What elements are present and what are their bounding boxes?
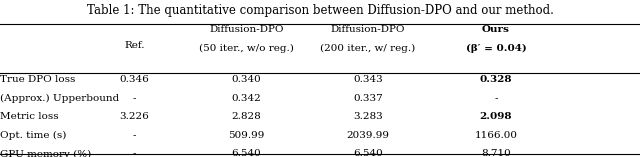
Text: Table 1: The quantitative comparison between Diffusion-DPO and our method.: Table 1: The quantitative comparison bet… [86, 4, 554, 17]
Text: (Approx.) Upperbound: (Approx.) Upperbound [0, 94, 119, 103]
Text: 8.710: 8.710 [481, 149, 511, 157]
Text: 509.99: 509.99 [228, 131, 264, 140]
Text: -: - [494, 94, 498, 103]
Text: Metric loss: Metric loss [0, 112, 59, 121]
Text: 3.283: 3.283 [353, 112, 383, 121]
Text: 6.540: 6.540 [353, 149, 383, 157]
Text: 1166.00: 1166.00 [474, 131, 518, 140]
Text: 0.343: 0.343 [353, 75, 383, 84]
Text: Diffusion-DPO: Diffusion-DPO [209, 25, 284, 34]
Text: Ours: Ours [482, 25, 510, 34]
Text: True DPO loss: True DPO loss [0, 75, 76, 84]
Text: 2039.99: 2039.99 [346, 131, 390, 140]
Text: 6.540: 6.540 [232, 149, 261, 157]
Text: (50 iter., w/o reg.): (50 iter., w/o reg.) [199, 44, 294, 53]
Text: 0.337: 0.337 [353, 94, 383, 103]
Text: -: - [132, 94, 136, 103]
Text: (β′ = 0.04): (β′ = 0.04) [466, 44, 526, 53]
Text: Opt. time (s): Opt. time (s) [0, 131, 67, 140]
Text: 0.342: 0.342 [232, 94, 261, 103]
Text: 2.098: 2.098 [480, 112, 512, 121]
Text: 0.346: 0.346 [120, 75, 149, 84]
Text: (200 iter., w/ reg.): (200 iter., w/ reg.) [321, 44, 415, 53]
Text: 3.226: 3.226 [120, 112, 149, 121]
Text: Diffusion-DPO: Diffusion-DPO [331, 25, 405, 34]
Text: 2.828: 2.828 [232, 112, 261, 121]
Text: GPU memory (%): GPU memory (%) [0, 149, 92, 157]
Text: 0.328: 0.328 [480, 75, 512, 84]
Text: Ref.: Ref. [124, 41, 145, 50]
Text: -: - [132, 149, 136, 157]
Text: -: - [132, 131, 136, 140]
Text: 0.340: 0.340 [232, 75, 261, 84]
